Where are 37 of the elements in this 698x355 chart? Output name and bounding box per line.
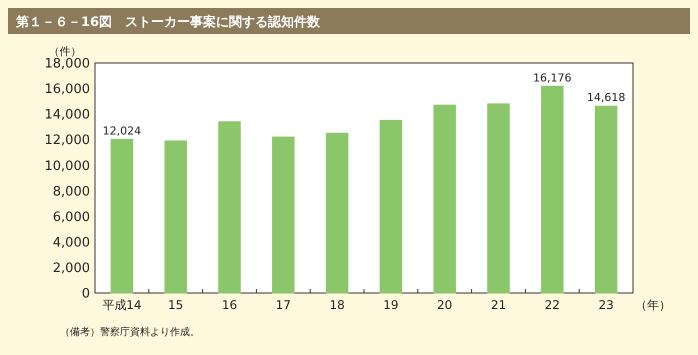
y-tick-label: 4,000: [52, 235, 90, 250]
x-tick-label: 21: [490, 298, 506, 312]
x-tick-label: 平成14: [102, 298, 142, 312]
bar: [541, 86, 564, 294]
bar: [326, 132, 348, 294]
bar: [164, 140, 187, 294]
y-tick-label: 14,000: [44, 108, 90, 123]
x-tick-label: 16: [222, 298, 238, 312]
y-tick-label: 6,000: [52, 210, 90, 225]
x-tick-label: 19: [383, 298, 399, 312]
bar: [272, 136, 295, 294]
y-tick-label: 0: [82, 286, 90, 302]
data-label: 12,024: [102, 124, 142, 138]
bar: [433, 104, 456, 294]
chart-title: 第１－６－16図 ストーカー事案に関する認知件数: [15, 14, 322, 30]
data-label: 14,618: [586, 91, 626, 104]
y-tick-label: 10,000: [44, 158, 90, 174]
bar: [218, 121, 241, 294]
data-label: 16,176: [533, 71, 572, 84]
x-tick-label: 22: [544, 298, 560, 312]
bar: [110, 138, 134, 294]
text: （備考）警察庁資料より作成。: [60, 326, 200, 338]
x-tick-label: 18: [329, 298, 345, 312]
bar: [594, 106, 618, 294]
x-tick-label: 17: [276, 298, 291, 312]
y-tick-label: 16,000: [44, 82, 90, 98]
x-tick-label: 15: [168, 298, 184, 312]
bar: [487, 103, 510, 294]
x-tick-label: 20: [437, 298, 452, 312]
y-tick-label: 2,000: [52, 260, 90, 276]
y-tick-label: 8,000: [52, 184, 90, 200]
y-tick-label: 12,000: [44, 133, 90, 148]
x-axis-title: （年）: [635, 298, 671, 312]
x-tick-label: 23: [598, 298, 614, 312]
y-tick-label: 18,000: [44, 56, 90, 72]
y-axis-title: （件）: [48, 45, 82, 58]
bar: [380, 120, 402, 294]
